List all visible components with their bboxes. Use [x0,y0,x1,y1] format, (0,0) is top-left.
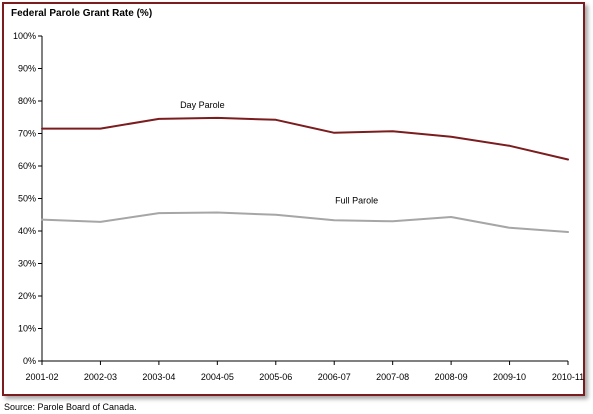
full-parole-label: Full Parole [335,195,378,205]
source-note: Source: Parole Board of Canada. [4,402,137,412]
y-tick-label: 50% [18,194,36,204]
y-tick-label: 10% [18,324,36,334]
y-tick-label: 100% [13,31,36,41]
series-lines [41,116,569,233]
x-tick-label: 2006-07 [318,372,351,382]
y-tick-label: 40% [18,226,36,236]
x-tick-label: 2004-05 [201,372,234,382]
x-tick-label: 2002-03 [84,372,117,382]
x-tick-label: 2005-06 [259,372,292,382]
y-tick-label: 20% [18,291,36,301]
x-tick-label: 2008-09 [435,372,468,382]
x-axis: 2001-02 2002-03 2003-04 2004-05 2005-06 2006-… [25,360,584,382]
x-tick-label: 2009-10 [493,372,526,382]
full-parole-line [41,211,569,233]
y-axis: 0% 10% 20% 30% 40% 50% 60% 70% 80% 90% 100% [13,31,43,366]
series-labels: Day Parole Full Parole [180,100,378,205]
x-tick-label: 2003-04 [142,372,175,382]
y-tick-label: 30% [18,259,36,269]
y-tick-label: 90% [18,64,36,74]
y-tick-label: 80% [18,96,36,106]
day-parole-label: Day Parole [180,100,225,110]
chart-title: Federal Parole Grant Rate (%) [11,8,153,19]
chart-frame: Federal Parole Grant Rate (%) [2,2,585,396]
y-tick-label: 70% [18,129,36,139]
day-parole-line [41,116,569,161]
x-tick-label: 2010-11 [552,372,584,382]
y-tick-label: 0% [23,356,36,366]
x-tick-label: 2001-02 [25,372,58,382]
y-tick-label: 60% [18,161,36,171]
x-tick-label: 2007-08 [376,372,409,382]
